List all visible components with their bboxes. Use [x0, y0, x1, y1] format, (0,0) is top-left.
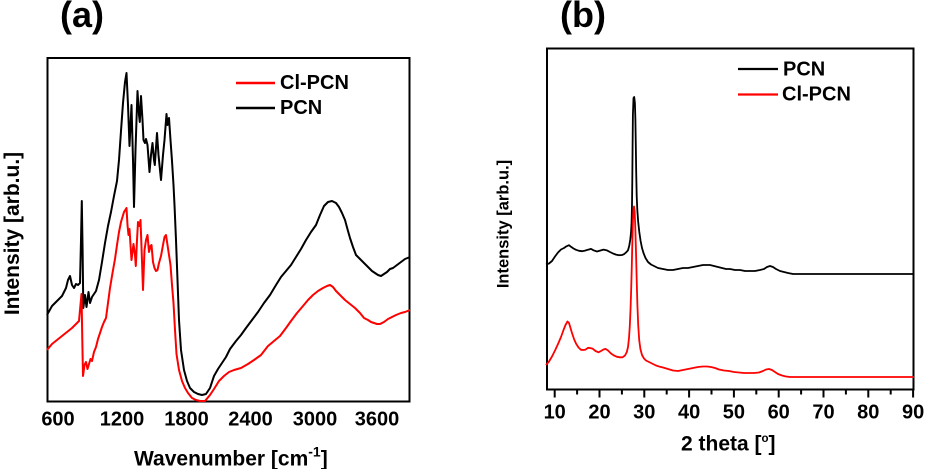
svg-text:Cl-PCN: Cl-PCN — [280, 72, 349, 94]
svg-text:3600: 3600 — [355, 409, 400, 431]
svg-text:10: 10 — [544, 402, 566, 424]
svg-text:Wavenumber [cm-1]: Wavenumber [cm-1] — [134, 444, 328, 469]
svg-text:90: 90 — [902, 402, 924, 424]
svg-text:80: 80 — [857, 402, 879, 424]
svg-text:Intensity [arb.u.]: Intensity [arb.u.] — [495, 160, 513, 288]
svg-text:PCN: PCN — [783, 59, 825, 81]
svg-text:600: 600 — [41, 409, 74, 431]
svg-text:70: 70 — [812, 402, 834, 424]
svg-text:1200: 1200 — [100, 409, 145, 431]
svg-text:50: 50 — [723, 402, 745, 424]
svg-text:30: 30 — [633, 402, 655, 424]
svg-text:1800: 1800 — [164, 409, 209, 431]
svg-text:3000: 3000 — [293, 409, 338, 431]
svg-text:20: 20 — [588, 402, 610, 424]
svg-text:Cl-PCN: Cl-PCN — [782, 84, 851, 106]
svg-text:2400: 2400 — [228, 409, 273, 431]
svg-text:Intensity [arb.u.]: Intensity [arb.u.] — [1, 152, 24, 315]
svg-text:(b): (b) — [560, 0, 606, 35]
svg-text:2 theta [o]: 2 theta [o] — [681, 433, 776, 456]
svg-text:40: 40 — [678, 402, 700, 424]
svg-text:(a): (a) — [60, 0, 104, 35]
svg-text:60: 60 — [768, 402, 790, 424]
svg-text:PCN: PCN — [280, 97, 322, 119]
